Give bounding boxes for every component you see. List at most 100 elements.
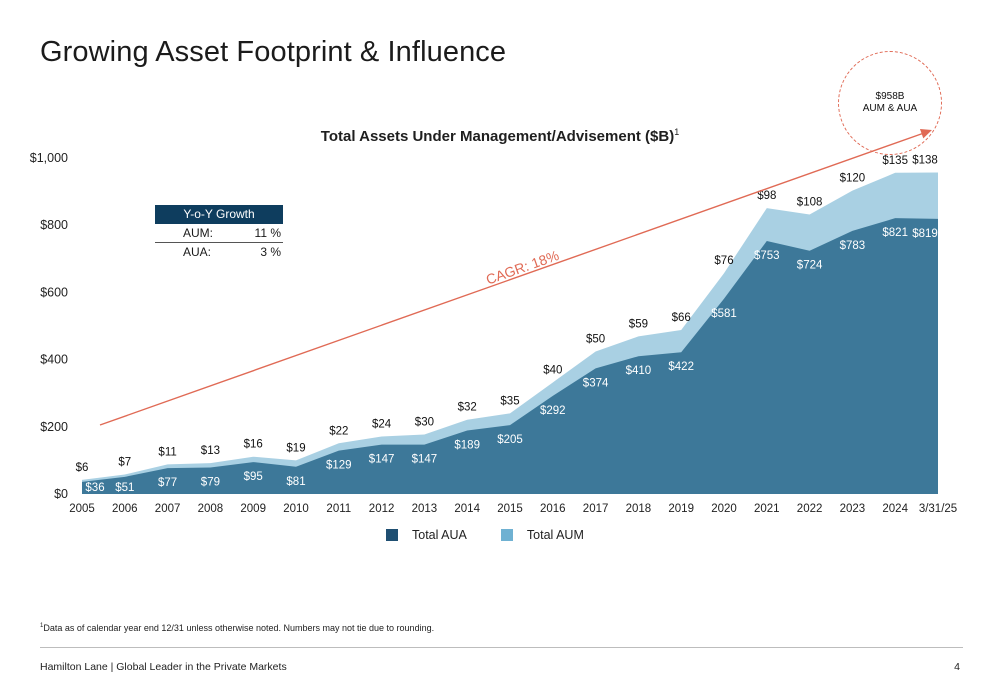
aua-data-label: $205 xyxy=(497,434,523,446)
chart-title: Total Assets Under Management/Advisement… xyxy=(0,127,1000,145)
x-tick-label: 2012 xyxy=(369,503,395,515)
x-tick-label: 2007 xyxy=(155,503,181,515)
x-tick-label: 2021 xyxy=(754,503,780,515)
footer-divider xyxy=(40,647,963,648)
yoy-row-value: 3 % xyxy=(260,245,281,259)
aua-data-label: $292 xyxy=(540,405,566,417)
aum-data-label: $108 xyxy=(797,196,823,208)
aum-data-label: $66 xyxy=(672,312,691,324)
x-tick-label: 2013 xyxy=(412,503,438,515)
y-tick-label: $800 xyxy=(40,218,68,232)
legend-item-aua: Total AUA xyxy=(386,528,467,542)
aua-data-label: $819 xyxy=(912,228,938,240)
x-tick-label: 2024 xyxy=(882,503,908,515)
legend-swatch-aum xyxy=(500,529,513,541)
y-tick-label: $400 xyxy=(40,353,68,367)
aum-data-label: $6 xyxy=(76,462,89,474)
aua-data-label: $410 xyxy=(626,365,652,377)
aua-data-label: $36 xyxy=(85,482,104,494)
aua-data-label: $81 xyxy=(286,476,305,488)
aua-data-label: $189 xyxy=(454,439,480,451)
aum-data-label: $11 xyxy=(158,446,176,458)
aum-data-label: $50 xyxy=(586,334,605,346)
aum-data-label: $22 xyxy=(329,425,348,437)
footer-text: Hamilton Lane | Global Leader in the Pri… xyxy=(40,661,287,673)
aua-data-label: $374 xyxy=(583,377,609,389)
x-tick-label: 2018 xyxy=(626,503,652,515)
aum-data-label: $138 xyxy=(912,154,938,166)
page-number: 4 xyxy=(954,661,960,673)
x-tick-label: 2022 xyxy=(797,503,823,515)
x-tick-label: 2014 xyxy=(454,503,480,515)
aua-data-label: $783 xyxy=(840,240,866,252)
aua-data-label: $422 xyxy=(668,361,694,373)
yoy-row-label: AUM: xyxy=(183,226,213,240)
cagr-label: CAGR: 18% xyxy=(484,247,561,288)
y-tick-label: $200 xyxy=(40,420,68,434)
aum-data-label: $16 xyxy=(244,439,263,451)
aua-data-label: $753 xyxy=(754,250,780,262)
yoy-row-aua: AUA: 3 % xyxy=(155,243,283,261)
aum-data-label: $32 xyxy=(458,402,477,414)
x-tick-label: 2019 xyxy=(668,503,694,515)
aum-data-label: $76 xyxy=(714,255,733,267)
x-tick-label: 2015 xyxy=(497,503,523,515)
y-tick-label: $0 xyxy=(54,487,68,501)
aum-data-label: $120 xyxy=(840,173,866,185)
aum-data-label: $19 xyxy=(286,442,305,454)
aum-data-label: $59 xyxy=(629,318,648,330)
yoy-growth-table: Y-o-Y Growth AUM: 11 % AUA: 3 % xyxy=(155,205,283,261)
aum-data-label: $135 xyxy=(882,155,908,167)
legend-item-aum: Total AUM xyxy=(500,528,584,542)
yoy-row-value: 11 % xyxy=(254,226,281,240)
aum-data-label: $24 xyxy=(372,419,392,431)
x-tick-label: 2008 xyxy=(198,503,224,515)
legend-label-aua: Total AUA xyxy=(412,528,467,542)
x-tick-label: 3/31/25 xyxy=(919,503,957,515)
footnote-marker: 1 xyxy=(40,623,44,629)
aua-data-label: $147 xyxy=(369,454,395,466)
x-tick-label: 2020 xyxy=(711,503,737,515)
aua-data-label: $95 xyxy=(244,471,263,483)
x-tick-label: 2023 xyxy=(840,503,866,515)
y-tick-label: $1,000 xyxy=(30,151,68,165)
x-tick-label: 2011 xyxy=(326,503,351,515)
chart-title-text: Total Assets Under Management/Advisement… xyxy=(320,128,675,145)
yoy-growth-header: Y-o-Y Growth xyxy=(155,205,283,224)
x-tick-label: 2005 xyxy=(69,503,95,515)
yoy-row-label: AUA: xyxy=(183,245,212,259)
x-tick-label: 2017 xyxy=(583,503,609,515)
chart-legend: Total AUA Total AUM xyxy=(386,528,584,542)
aua-data-label: $724 xyxy=(797,260,823,272)
x-tick-label: 2016 xyxy=(540,503,566,515)
aua-data-label: $821 xyxy=(882,227,908,239)
aua-data-label: $51 xyxy=(115,482,134,494)
aua-data-label: $147 xyxy=(412,454,438,466)
legend-label-aum: Total AUM xyxy=(526,528,584,542)
total-assets-badge: $958B AUM & AUA xyxy=(838,51,942,155)
aua-data-label: $581 xyxy=(711,308,737,320)
chart-title-footnote-marker: 1 xyxy=(674,127,680,137)
yoy-row-aum: AUM: 11 % xyxy=(155,224,283,243)
x-tick-label: 2006 xyxy=(112,503,138,515)
aum-data-label: $13 xyxy=(201,445,220,457)
x-tick-label: 2009 xyxy=(240,503,266,515)
cagr-trend-line xyxy=(99,132,925,426)
aum-data-label: $30 xyxy=(415,417,434,429)
aua-data-label: $79 xyxy=(201,476,220,488)
aua-data-label: $129 xyxy=(326,460,352,472)
aum-data-label: $35 xyxy=(500,395,519,407)
footnote: 1Data as of calendar year end 12/31 unle… xyxy=(40,623,434,633)
aua-data-label: $77 xyxy=(158,477,177,489)
x-tick-label: 2010 xyxy=(283,503,309,515)
badge-value: $958B xyxy=(875,91,905,102)
aum-data-label: $7 xyxy=(118,457,131,469)
badge-caption: AUM & AUA xyxy=(862,103,918,114)
page-title: Growing Asset Footprint & Influence xyxy=(40,36,507,68)
aum-data-label: $98 xyxy=(757,190,776,202)
y-tick-label: $600 xyxy=(40,285,68,299)
footnote-text: Data as of calendar year end 12/31 unles… xyxy=(43,623,435,633)
legend-swatch-aua xyxy=(386,529,398,541)
aua-area xyxy=(82,218,938,495)
